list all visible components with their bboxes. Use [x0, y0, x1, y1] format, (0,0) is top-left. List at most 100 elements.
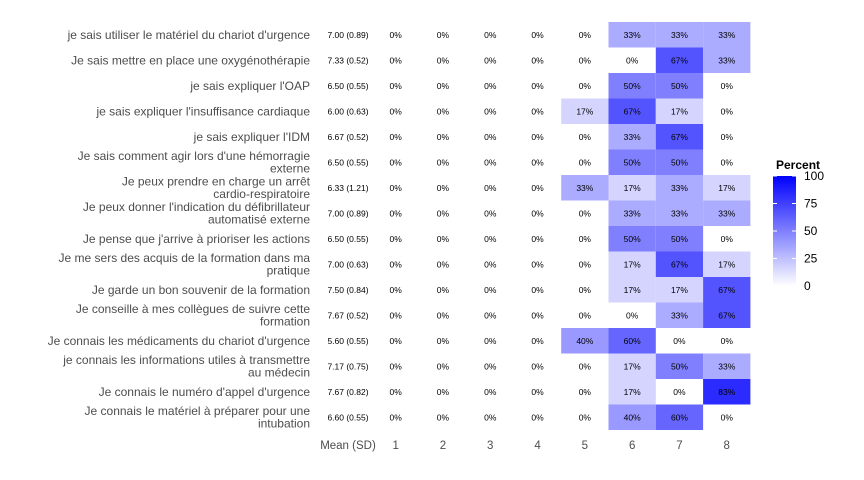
heatmap-cell: [608, 404, 656, 430]
cell-value-label: 0%: [579, 234, 592, 244]
cell-value-label: 0%: [437, 361, 450, 371]
legend-tick-label: 100: [804, 169, 824, 183]
row-label: Je peux prendre en charge un arrêt cardio…: [122, 175, 311, 202]
heatmap-cell: [655, 47, 704, 73]
cell-value-label: 0%: [579, 310, 592, 320]
legend-tick-label: 50: [804, 224, 818, 238]
heatmap-cell: [703, 302, 751, 328]
mean-sd-label: 7.67 (0.52): [327, 310, 368, 320]
cell-value-label: 50%: [624, 234, 641, 244]
x-axis: Mean (SD) 1 2 3 4 5 6 7 8: [320, 440, 730, 452]
cell-value-label: 0%: [721, 132, 734, 142]
row-label: Je garde un bon souvenir de la formation: [92, 283, 310, 297]
cell-value-label: 33%: [718, 55, 735, 65]
mean-sd-label: 7.00 (0.63): [327, 259, 368, 269]
mean-sd-label: 7.00 (0.89): [327, 208, 368, 218]
cell-value-label: 17%: [624, 183, 641, 193]
cell-value-label: 0%: [390, 55, 403, 65]
mean-sd-label: 7.50 (0.84): [327, 285, 368, 295]
row-label: Je sais mettre en place une oxygénothéra…: [71, 53, 310, 67]
heatmap-cell: [608, 251, 656, 277]
heatmap-cell: [655, 200, 704, 226]
cell-value-label: 0%: [531, 361, 544, 371]
heatmap-cell: [608, 22, 656, 48]
cell-value-label: 0%: [579, 30, 592, 40]
cell-value-label: 0%: [437, 387, 450, 397]
cell-value-label: 0%: [531, 106, 544, 116]
cell-value-label: 40%: [576, 336, 593, 346]
mean-sd-label: 7.17 (0.75): [327, 361, 368, 371]
mean-sd-label: 6.50 (0.55): [327, 81, 368, 91]
row-labels: je sais utiliser le matériel du chariot …: [48, 28, 311, 431]
cell-value-label: 0%: [437, 208, 450, 218]
row-label: Je sais comment agir lors d'une hémorrag…: [78, 149, 311, 176]
cell-value-label: 50%: [671, 361, 688, 371]
heatmap-cell: [561, 328, 609, 354]
mean-sd-label: 7.33 (0.52): [327, 55, 368, 65]
cell-value-label: 0%: [390, 132, 403, 142]
heatmap-cell: [703, 251, 751, 277]
x-tick-label: 4: [534, 440, 541, 452]
cell-value-label: 0%: [531, 183, 544, 193]
cell-value-label: 0%: [531, 157, 544, 167]
heatmap-cell: [655, 404, 704, 430]
cell-value-label: 33%: [624, 30, 641, 40]
mean-sd-label: 6.67 (0.52): [327, 132, 368, 142]
cell-value-label: 33%: [671, 310, 688, 320]
row-label: je sais expliquer l'insuffisance cardiaq…: [95, 104, 310, 118]
cell-value-label: 67%: [718, 285, 735, 295]
cell-value-label: 0%: [626, 55, 639, 65]
cell-value-label: 0%: [531, 259, 544, 269]
cell-value-label: 33%: [718, 208, 735, 218]
legend-title: Percent: [776, 158, 820, 172]
cell-value-label: 17%: [671, 285, 688, 295]
row-label: je sais expliquer l'IDM: [193, 130, 310, 144]
heatmap-cell: [655, 175, 704, 201]
x-tick-label: 8: [724, 440, 730, 452]
cell-value-label: 0%: [437, 106, 450, 116]
cell-value-label: 0%: [626, 310, 639, 320]
cell-value-label: 0%: [437, 132, 450, 142]
cell-value-label: 0%: [390, 412, 403, 422]
x-tick-label: 1: [392, 440, 398, 452]
heatmap-cell: [608, 277, 656, 303]
cell-value-label: 0%: [484, 30, 497, 40]
x-tick-label: 3: [487, 440, 493, 452]
cell-value-label: 0%: [437, 412, 450, 422]
cell-value-label: 0%: [579, 285, 592, 295]
cell-value-label: 0%: [484, 208, 497, 218]
heatmap-cell: [655, 73, 704, 99]
cell-value-label: 0%: [484, 361, 497, 371]
cell-value-label: 0%: [484, 387, 497, 397]
heatmap-cell: [703, 175, 751, 201]
cell-value-label: 0%: [579, 387, 592, 397]
cell-value-label: 0%: [531, 387, 544, 397]
cell-value-label: 0%: [390, 285, 403, 295]
row-label: je sais utiliser le matériel du chariot …: [67, 28, 311, 42]
cell-value-label: 0%: [484, 132, 497, 142]
cell-value-label: 0%: [531, 310, 544, 320]
cell-value-label: 33%: [671, 30, 688, 40]
cell-value-label: 0%: [437, 336, 450, 346]
heatmap-cell: [655, 251, 704, 277]
cell-value-label: 0%: [531, 55, 544, 65]
cell-value-label: 0%: [531, 234, 544, 244]
cell-value-label: 0%: [673, 387, 686, 397]
x-tick-label: 5: [582, 440, 588, 452]
cell-value-label: 0%: [390, 30, 403, 40]
cell-value-label: 60%: [624, 336, 641, 346]
heatmap-cell: [655, 98, 704, 124]
cell-value-label: 0%: [390, 361, 403, 371]
cell-value-label: 0%: [721, 106, 734, 116]
cell-value-label: 0%: [390, 310, 403, 320]
cell-value-label: 0%: [579, 81, 592, 91]
heatmap-cell: [608, 98, 656, 124]
cell-value-label: 0%: [390, 387, 403, 397]
cell-value-label: 17%: [718, 259, 735, 269]
cell-value-label: 0%: [390, 157, 403, 167]
heatmap-cell: [608, 328, 656, 354]
cell-value-label: 17%: [624, 387, 641, 397]
cell-value-label: 0%: [437, 183, 450, 193]
cell-value-label: 17%: [624, 285, 641, 295]
